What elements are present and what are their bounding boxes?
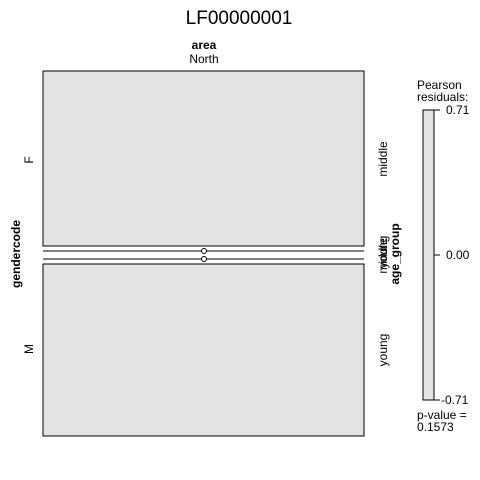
legend-tick-label-top: 0.71 — [446, 103, 470, 117]
legend-tick-label-mid: 0.00 — [446, 248, 470, 262]
p-value-label: p-value = — [417, 408, 467, 422]
top-variable-label: area — [192, 38, 217, 52]
row-level-label-m: M — [22, 344, 36, 354]
chart-title: LF00000001 — [186, 8, 293, 29]
cell-m-young — [42, 263, 365, 437]
residual-legend: Pearson residuals: 0.71 0.00 -0.71 p-val… — [417, 78, 470, 434]
row-variable-label: gendercode — [9, 220, 23, 288]
cell-f-young-empty-marker — [201, 248, 207, 254]
legend-title-line1: Pearson — [417, 78, 462, 92]
right-label-f-young: young — [376, 236, 390, 269]
cell-f-middle — [42, 70, 365, 247]
right-variable-label: age_group — [388, 223, 402, 284]
legend-title-line2: residuals: — [417, 90, 468, 104]
row-level-label-f: F — [22, 156, 36, 163]
right-label-f-middle: middle — [376, 141, 390, 177]
mosaic-cells — [42, 70, 365, 437]
right-label-m-young: young — [376, 334, 390, 367]
cell-m-middle-empty-marker — [201, 256, 207, 262]
right-label-m-middle: middle — [376, 238, 390, 274]
top-level-label: North — [189, 52, 218, 66]
legend-color-bar — [422, 109, 435, 401]
legend-tick-label-bottom: -0.71 — [441, 393, 469, 407]
p-value: 0.1573 — [417, 420, 454, 434]
